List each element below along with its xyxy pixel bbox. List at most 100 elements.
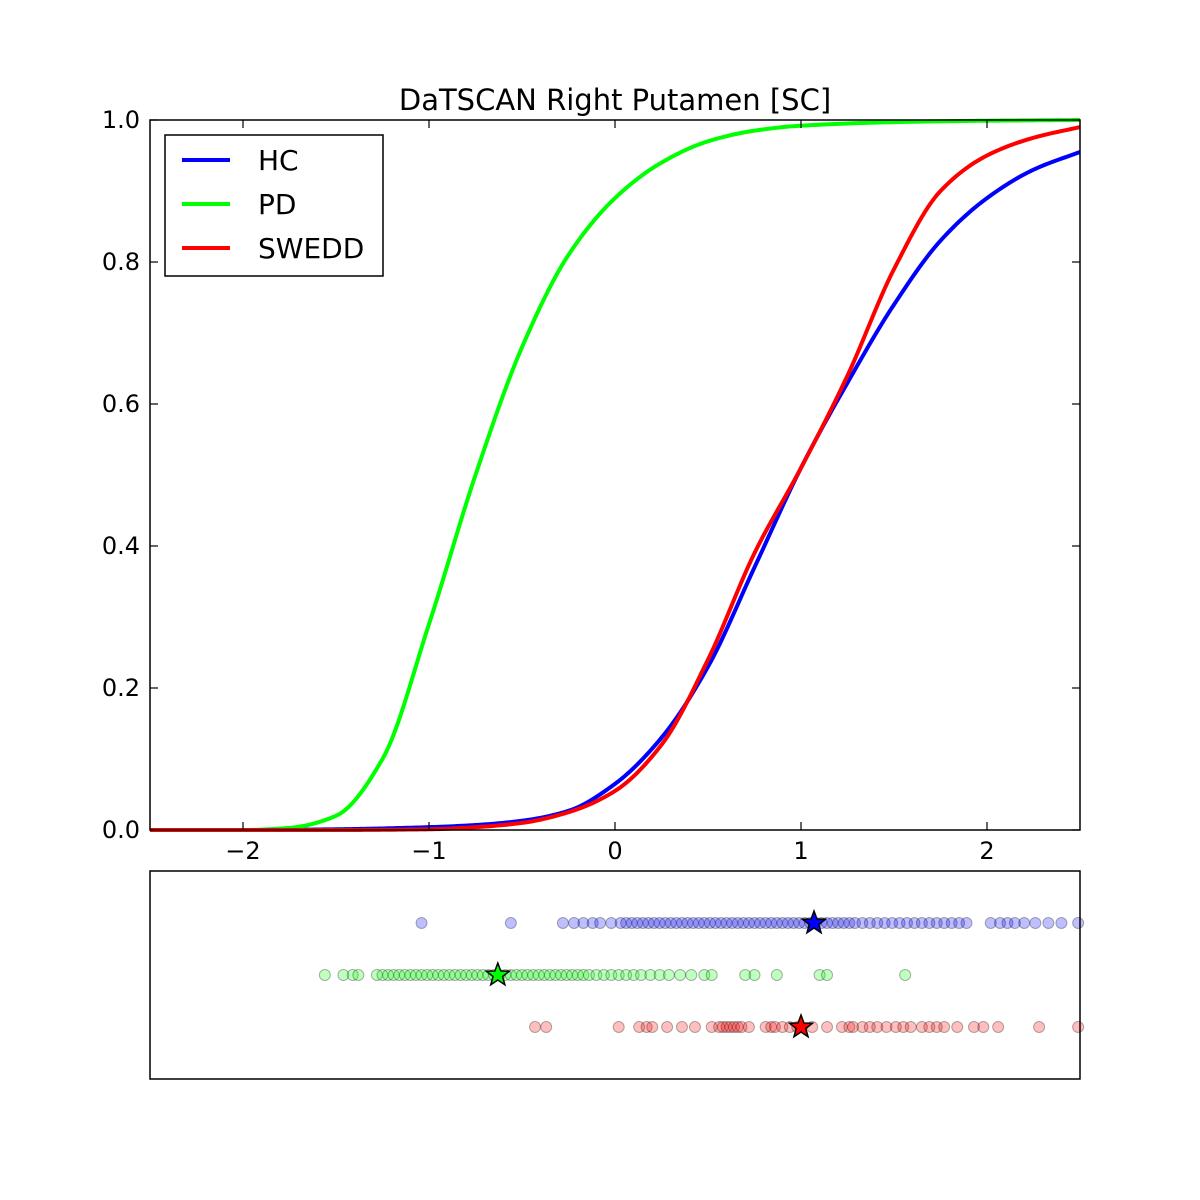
scatter-point-hc	[945, 917, 958, 929]
y-tick-label: 0.2	[102, 674, 140, 702]
scatter-point-hc	[787, 917, 800, 929]
scatter-point-swedd	[742, 1021, 755, 1033]
scatter-point-hc	[715, 917, 728, 929]
strip-plot-area	[318, 908, 1085, 1039]
scatter-point-pd	[465, 969, 478, 981]
series-line-pd	[150, 118, 1080, 832]
scatter-point-hc	[938, 917, 951, 929]
scatter-point-hc	[984, 917, 997, 929]
scatter-point-pd	[739, 969, 752, 981]
scatter-point-swedd	[967, 1021, 980, 1033]
scatter-point-swedd	[529, 1021, 542, 1033]
scatter-point-swedd	[904, 1021, 917, 1033]
scatter-point-pd	[370, 969, 383, 981]
scatter-point-pd	[620, 969, 633, 981]
scatter-point-pd	[821, 969, 834, 981]
scatter-point-swedd	[977, 1021, 990, 1033]
scatter-point-pd	[510, 969, 523, 981]
scatter-point-hc	[726, 917, 739, 929]
scatter-point-swedd	[646, 1021, 659, 1033]
scatter-point-hc	[642, 917, 655, 929]
scatter-point-pd	[543, 969, 556, 981]
scatter-point-hc	[915, 917, 928, 929]
scatter-point-pd	[705, 969, 718, 981]
scatter-point-swedd	[923, 1021, 936, 1033]
scatter-point-hc	[568, 917, 581, 929]
scatter-point-swedd	[1072, 1021, 1085, 1033]
x-tick-label: 1	[793, 837, 808, 865]
scatter-point-hc	[793, 917, 806, 929]
scatter-point-hc	[856, 917, 869, 929]
scatter-point-hc	[832, 917, 845, 929]
scatter-point-hc	[664, 917, 677, 929]
scatter-point-pd	[521, 969, 534, 981]
scatter-point-swedd	[843, 1021, 856, 1033]
scatter-point-pd	[748, 969, 761, 981]
scatter-point-pd	[432, 969, 445, 981]
scatter-point-swedd	[688, 1021, 701, 1033]
scatter-point-pd	[899, 969, 912, 981]
scatter-point-swedd	[759, 1021, 772, 1033]
scatter-point-swedd	[661, 1021, 674, 1033]
scatter-point-swedd	[765, 1021, 778, 1033]
scatter-point-hc	[504, 917, 517, 929]
scatter-point-hc	[923, 917, 936, 929]
scatter-point-swedd	[640, 1021, 653, 1033]
scatter-point-pd	[352, 969, 365, 981]
scatter-point-pd	[337, 969, 350, 981]
scatter-point-hc	[605, 917, 618, 929]
y-tick-label: 0.6	[102, 390, 140, 418]
legend-label-pd: PD	[258, 188, 296, 221]
y-tick-label: 0.4	[102, 532, 140, 560]
scatter-point-swedd	[951, 1021, 964, 1033]
scatter-point-hc	[698, 917, 711, 929]
scatter-point-swedd	[915, 1021, 928, 1033]
scatter-point-hc	[908, 917, 921, 929]
scatter-point-pd	[376, 969, 389, 981]
scatter-point-pd	[387, 969, 400, 981]
scatter-point-hc	[670, 917, 683, 929]
scatter-point-swedd	[871, 1021, 884, 1033]
scatter-point-hc	[960, 917, 973, 929]
scatter-point-swedd	[821, 1021, 834, 1033]
scatter-point-swedd	[897, 1021, 910, 1033]
scatter-point-pd	[662, 969, 675, 981]
legend-label-swedd: SWEDD	[258, 232, 364, 265]
strip-plot	[149, 870, 1085, 1080]
scatter-point-hc	[731, 917, 744, 929]
scatter-point-pd	[460, 969, 473, 981]
scatter-point-pd	[674, 969, 687, 981]
scatter-point-hc	[776, 917, 789, 929]
scatter-point-pd	[527, 969, 540, 981]
scatter-point-hc	[901, 917, 914, 929]
scatter-point-pd	[415, 969, 428, 981]
scatter-point-pd	[346, 969, 359, 981]
scatter-point-pd	[577, 969, 590, 981]
scatter-point-pd	[605, 969, 618, 981]
scatter-point-swedd	[776, 1021, 789, 1033]
legend-label-hc: HC	[258, 144, 299, 177]
scatter-point-pd	[549, 969, 562, 981]
scatter-point-hc	[837, 917, 850, 929]
scatter-point-pd	[555, 969, 568, 981]
scatter-point-pd	[653, 969, 666, 981]
strip-plot-frame	[149, 870, 1081, 1080]
scatter-point-hc	[748, 917, 761, 929]
scatter-point-hc	[1042, 917, 1055, 929]
scatter-point-pd	[471, 969, 484, 981]
scatter-point-hc	[1018, 917, 1031, 929]
scatter-point-swedd	[863, 1021, 876, 1033]
scatter-point-pd	[627, 969, 640, 981]
scatter-point-pd	[449, 969, 462, 981]
scatter-point-hc	[1029, 917, 1042, 929]
x-tick-label: −1	[411, 837, 446, 865]
scatter-point-hc	[720, 917, 733, 929]
x-tick-label: 0	[607, 837, 622, 865]
scatter-point-pd	[644, 969, 657, 981]
scatter-point-hc	[893, 917, 906, 929]
median-star-hc	[800, 908, 828, 935]
scatter-point-hc	[675, 917, 688, 929]
scatter-point-pd	[770, 969, 783, 981]
scatter-point-hc	[703, 917, 716, 929]
x-tick-label: 2	[979, 837, 994, 865]
